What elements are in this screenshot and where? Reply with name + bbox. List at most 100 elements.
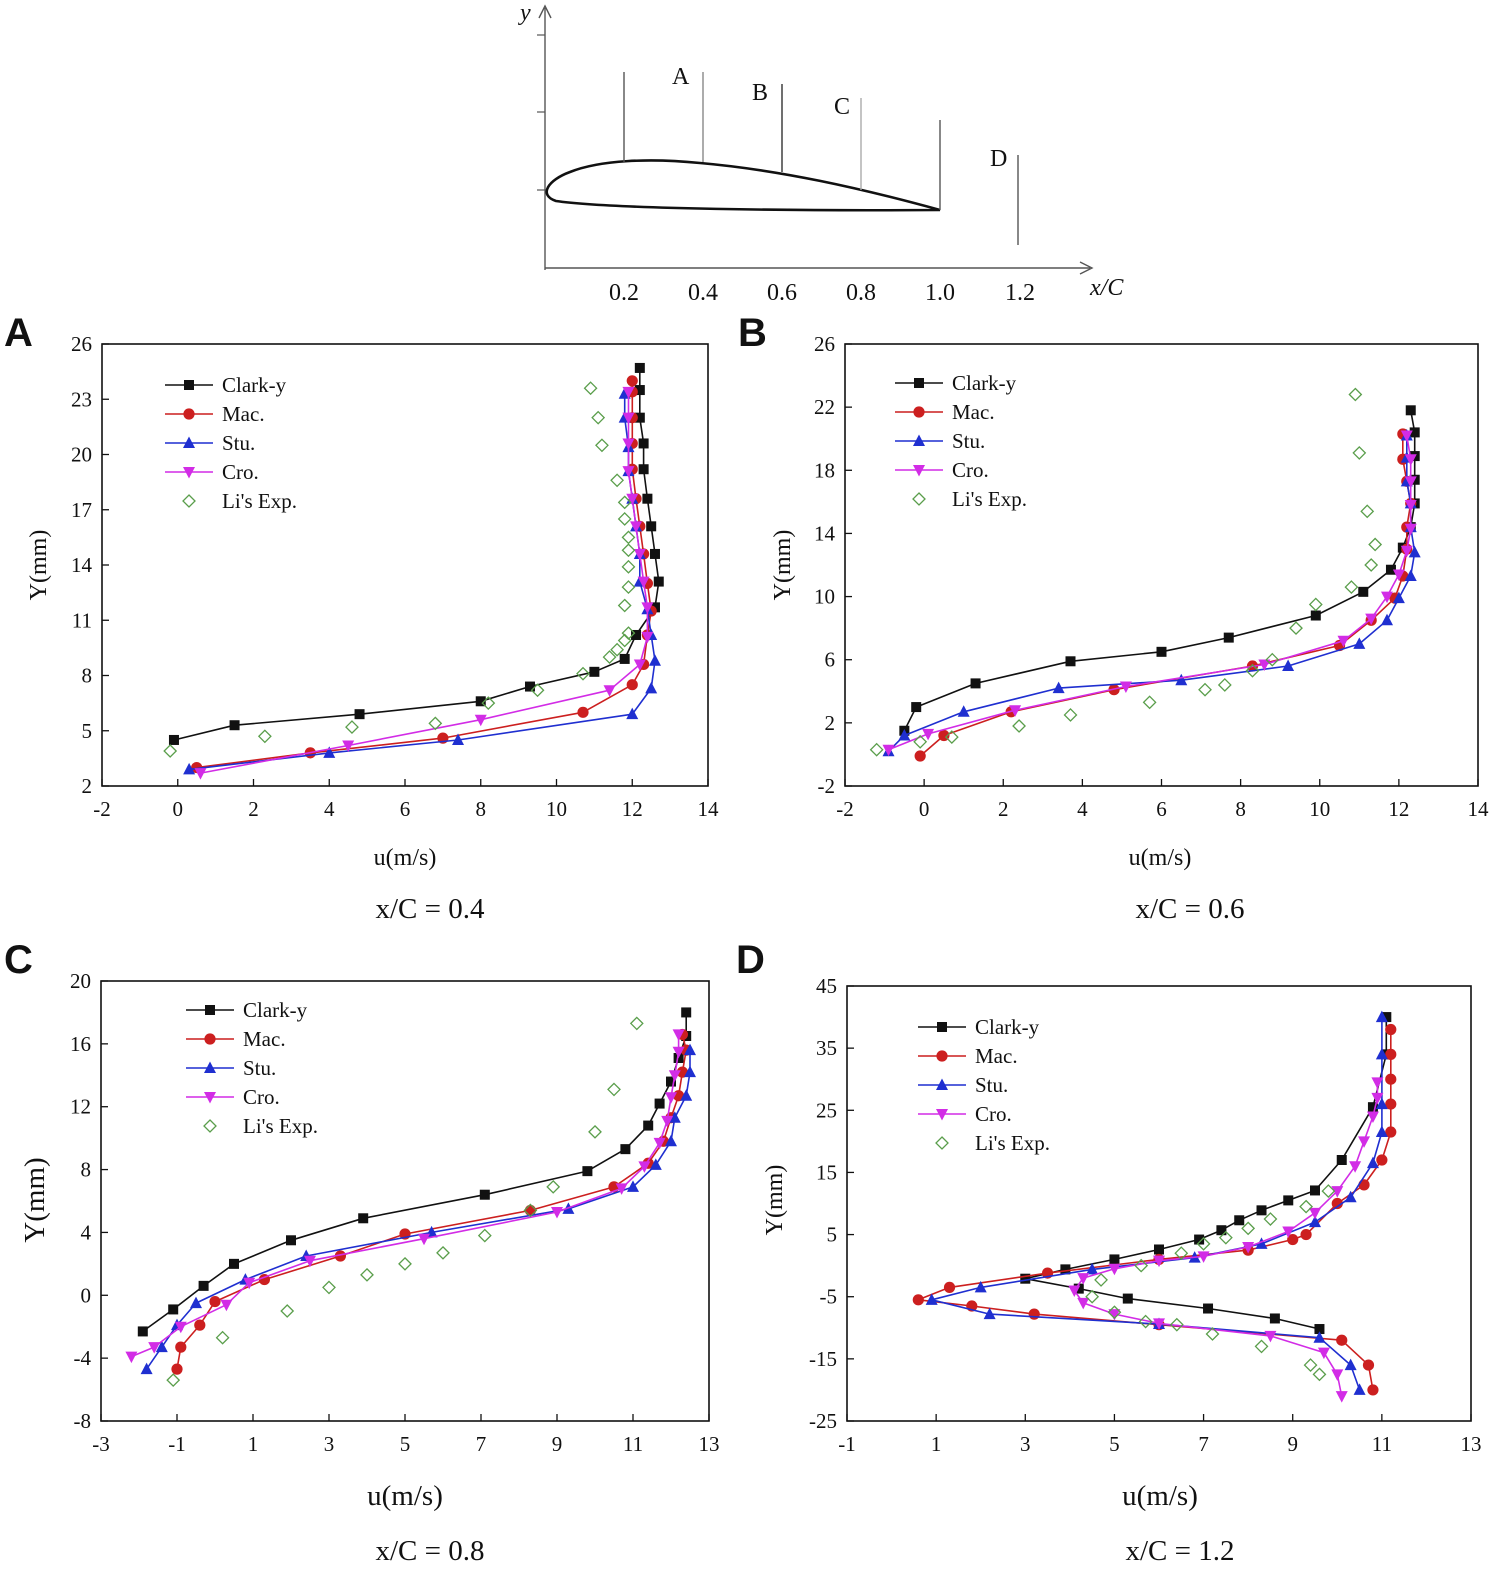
data-point-clark-y: [1385, 564, 1396, 575]
data-point-li-s-exp: [1299, 1199, 1314, 1214]
data-point-mac: [1385, 1023, 1397, 1036]
y-tick-label-c: -4: [74, 1346, 92, 1370]
legend-entry: Li's Exp.: [935, 1131, 1050, 1155]
data-point-stu: [974, 1280, 987, 1293]
x-tick-label-b: 6: [1156, 797, 1167, 821]
data-point-clark-y: [1073, 1283, 1084, 1294]
data-point-li-s-exp: [257, 729, 272, 744]
legend-entry: Cro.: [186, 1085, 280, 1109]
data-point-cro: [1404, 500, 1417, 512]
legend-label: Mac.: [243, 1027, 286, 1051]
x-axis-label-a: u(m/s): [374, 845, 437, 871]
data-point-stu: [1375, 1047, 1388, 1060]
x-tick-label-d: 13: [1461, 1432, 1482, 1456]
legend-entry: Clark-y: [165, 373, 287, 397]
data-point-cro: [148, 1342, 161, 1354]
data-point-mac: [626, 375, 638, 387]
legend-entry: Li's Exp.: [912, 487, 1027, 511]
data-point-stu: [1282, 659, 1295, 672]
data-point-clark-y: [1381, 1012, 1392, 1023]
plot-frame-b: [844, 343, 1479, 787]
data-point-li-s-exp: [1364, 558, 1379, 572]
data-point-stu: [983, 1307, 996, 1320]
data-point-cro: [1337, 635, 1350, 648]
legend-marker: [913, 434, 925, 446]
data-point-stu: [1375, 1010, 1388, 1023]
legend-entry: Li's Exp.: [182, 489, 297, 513]
data-point-mac: [1336, 1334, 1348, 1346]
data-point-clark-y: [1310, 610, 1321, 621]
data-point-li-s-exp: [621, 559, 636, 574]
y-tick-label-d: 15: [816, 1160, 837, 1184]
data-point-li-s-exp: [1134, 1258, 1149, 1273]
x-tick-label-a: 4: [324, 797, 335, 821]
data-point-li-s-exp: [617, 512, 632, 526]
data-point-clark-y: [620, 1144, 631, 1155]
data-point-stu: [898, 728, 911, 741]
data-point-cro: [220, 1299, 233, 1312]
x-tick-label-b: 8: [1235, 797, 1246, 821]
data-point-stu: [1175, 673, 1188, 686]
data-point-cro: [1371, 1092, 1384, 1105]
data-point-li-s-exp: [621, 626, 636, 641]
series-line-cro: [131, 1034, 680, 1358]
data-point-stu: [925, 1293, 938, 1305]
y-tick-label-a: 23: [71, 387, 92, 411]
schematic-y-arrow: [538, 4, 552, 19]
plot-content-c: -3 -1 1 3 5 7 9 11 13-8-4048121620Clark-yMac.Stu…: [70, 969, 720, 1456]
legend-marker: [203, 1119, 217, 1133]
station-label-a: A: [672, 64, 690, 90]
data-point-li-s-exp: [576, 666, 590, 681]
data-point-cro: [474, 714, 487, 727]
plot-frame-c: [100, 980, 710, 1422]
data-point-clark-y: [1234, 1215, 1245, 1226]
data-point-li-s-exp: [1198, 682, 1212, 697]
data-point-li-s-exp: [345, 720, 359, 734]
series-clark-y-d: [1020, 1012, 1392, 1335]
legend-entry: Stu.: [186, 1056, 276, 1080]
data-point-li-s-exp: [1218, 1230, 1233, 1245]
data-point-cro: [668, 1070, 681, 1082]
data-point-stu: [452, 733, 465, 745]
data-point-stu: [183, 762, 196, 775]
series-li-s-exp-c: [166, 1016, 644, 1388]
series-cro-d: [1068, 1077, 1384, 1403]
station-label-d: D: [990, 146, 1007, 172]
data-point-cro: [630, 521, 643, 533]
y-tick-label-d: 45: [816, 974, 837, 998]
series-clark-y-b: [899, 405, 1420, 736]
data-point-clark-y: [1060, 1264, 1071, 1275]
legend-entry: Cro.: [165, 460, 259, 484]
data-point-li-s-exp: [1348, 387, 1363, 402]
legend-b: Clark-y Mac. Stu. Cro. Li's Exp.: [895, 371, 1027, 511]
data-point-clark-y: [354, 709, 365, 720]
legend-marker: [184, 380, 194, 390]
data-point-stu: [1353, 637, 1366, 649]
y-tick-label-c: 16: [70, 1032, 91, 1056]
legend-marker: [936, 1078, 948, 1090]
data-point-cro: [1153, 1318, 1165, 1330]
data-point-clark-y: [1367, 1102, 1378, 1113]
data-point-cro: [1366, 1111, 1379, 1123]
data-point-cro: [1365, 613, 1378, 626]
x-tick-label-c: 1: [248, 1432, 259, 1456]
panel-letter-b: B: [738, 311, 767, 355]
data-point-cro: [1335, 1391, 1348, 1403]
data-point-clark-y: [681, 1007, 692, 1018]
caption-b: x/C = 0.6: [1135, 893, 1244, 925]
data-point-li-s-exp: [166, 1373, 181, 1388]
y-tick-label-c: 0: [81, 1283, 92, 1307]
data-point-li-s-exp: [1352, 446, 1367, 460]
data-point-cro: [603, 685, 616, 697]
legend-a: Clark-y Mac. Stu. Cro. Li's Exp.: [165, 373, 297, 513]
data-point-li-s-exp: [1094, 1273, 1108, 1287]
data-point-li-s-exp: [523, 1203, 538, 1218]
schematic-tick-label: 1.0: [925, 280, 955, 306]
legend-entry: Mac.: [895, 400, 995, 424]
data-point-li-s-exp: [595, 438, 609, 453]
data-point-cro: [1258, 659, 1271, 671]
data-point-li-s-exp: [617, 598, 632, 613]
x-tick-label-b: 0: [919, 797, 930, 821]
data-point-li-s-exp: [1289, 621, 1303, 636]
y-tick-label-c: -8: [74, 1409, 92, 1433]
